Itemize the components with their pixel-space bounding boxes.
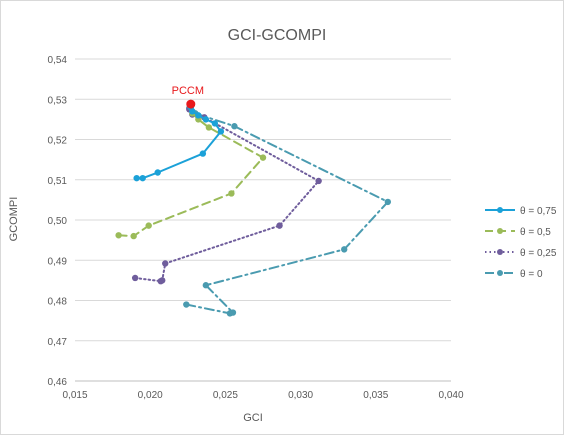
legend-label: θ = 0 (520, 269, 543, 280)
legend-item: θ = 0,5 (485, 227, 551, 238)
legend: θ = 0,75 θ = 0,5 θ = 0,25 θ = 0 (485, 206, 557, 280)
y-tick-label: 0,48 (48, 297, 68, 308)
data-point (199, 150, 207, 157)
legend-label: θ = 0,5 (520, 227, 551, 238)
data-point (202, 116, 210, 123)
y-tick-label: 0,52 (48, 136, 68, 147)
data-point (154, 169, 161, 176)
data-point (202, 282, 210, 289)
axes: 0,46 0,47 0,48 0,49 0,50 0,51 0,52 0,53 0,54 0,01… (48, 55, 464, 401)
data-point (205, 124, 213, 131)
x-tick-label: 0,025 (213, 390, 238, 401)
x-tick-label: 0,035 (363, 390, 388, 401)
data-point (115, 232, 122, 239)
legend-marker (497, 249, 503, 255)
data-point (195, 112, 202, 119)
pccm-marker (186, 99, 196, 109)
data-point (341, 246, 348, 253)
x-tick-label: 0,030 (288, 390, 313, 401)
chart-title: GCI-GCOMPI (228, 27, 327, 44)
plot-series (115, 104, 392, 317)
annotations: PCCM (172, 85, 204, 109)
data-point (211, 120, 219, 127)
data-point (217, 128, 225, 135)
legend-marker (497, 270, 503, 276)
legend-label: θ = 0,25 (520, 248, 557, 259)
series-2 (115, 104, 267, 240)
data-point (259, 154, 267, 161)
series-line (117, 106, 264, 238)
data-point (276, 222, 283, 229)
y-tick-label: 0,54 (48, 55, 68, 66)
legend-marker (497, 228, 503, 234)
data-point (159, 277, 166, 284)
data-point (384, 198, 392, 206)
data-point (139, 174, 146, 182)
x-axis-label: GCI (243, 412, 263, 424)
y-tick-label: 0,49 (48, 256, 68, 267)
x-tick-label: 0,020 (138, 390, 163, 401)
series-line (135, 106, 222, 180)
data-point (228, 190, 235, 197)
data-point (131, 274, 139, 282)
y-tick-label: 0,53 (48, 95, 68, 106)
x-tick-label: 0,015 (62, 390, 87, 401)
data-point (130, 232, 137, 240)
legend-label: θ = 0,75 (520, 206, 557, 217)
data-point (133, 174, 140, 182)
legend-item: θ = 0 (485, 269, 543, 280)
legend-item: θ = 0,75 (485, 206, 557, 217)
x-tick-label: 0,040 (438, 390, 463, 401)
y-tick-label: 0,51 (48, 176, 68, 187)
data-point (145, 222, 152, 229)
data-point (183, 301, 190, 308)
series-4 (183, 104, 392, 317)
gridlines (75, 58, 451, 382)
y-tick-label: 0,50 (48, 216, 68, 227)
y-tick-label: 0,46 (48, 377, 68, 388)
y-tick-label: 0,47 (48, 337, 68, 348)
series-line (185, 107, 389, 315)
series-1 (133, 104, 225, 182)
data-point (231, 123, 238, 130)
y-axis-label: GCOMPI (8, 197, 20, 242)
data-point (315, 177, 322, 185)
pccm-label: PCCM (172, 85, 204, 97)
data-point (229, 309, 237, 316)
legend-marker (497, 207, 503, 213)
legend-item: θ = 0,25 (485, 248, 557, 259)
data-point (162, 260, 169, 267)
